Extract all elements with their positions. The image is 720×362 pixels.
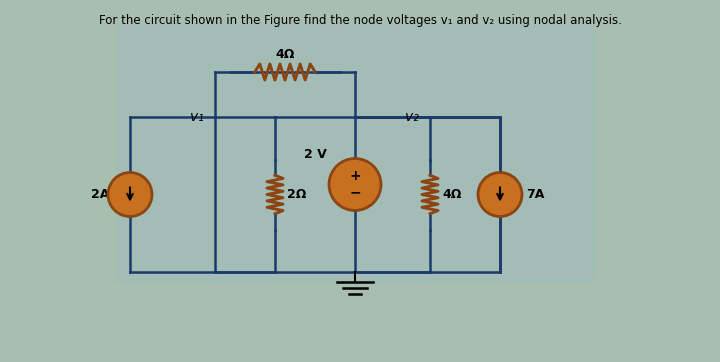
Circle shape <box>108 173 152 216</box>
Circle shape <box>329 159 381 210</box>
Text: 4Ω: 4Ω <box>275 47 294 60</box>
Text: +: + <box>349 169 361 184</box>
Text: 2A: 2A <box>91 188 109 201</box>
Text: 2 V: 2 V <box>304 148 326 161</box>
FancyBboxPatch shape <box>115 24 595 284</box>
Text: For the circuit shown in the Figure find the node voltages v₁ and v₂ using nodal: For the circuit shown in the Figure find… <box>99 14 621 27</box>
Circle shape <box>478 173 522 216</box>
Text: −: − <box>349 185 361 199</box>
Text: v₁: v₁ <box>190 110 204 124</box>
Text: v₂: v₂ <box>405 110 419 124</box>
Text: 4Ω: 4Ω <box>442 188 462 201</box>
Text: 7A: 7A <box>526 188 544 201</box>
Text: 2Ω: 2Ω <box>287 188 307 201</box>
